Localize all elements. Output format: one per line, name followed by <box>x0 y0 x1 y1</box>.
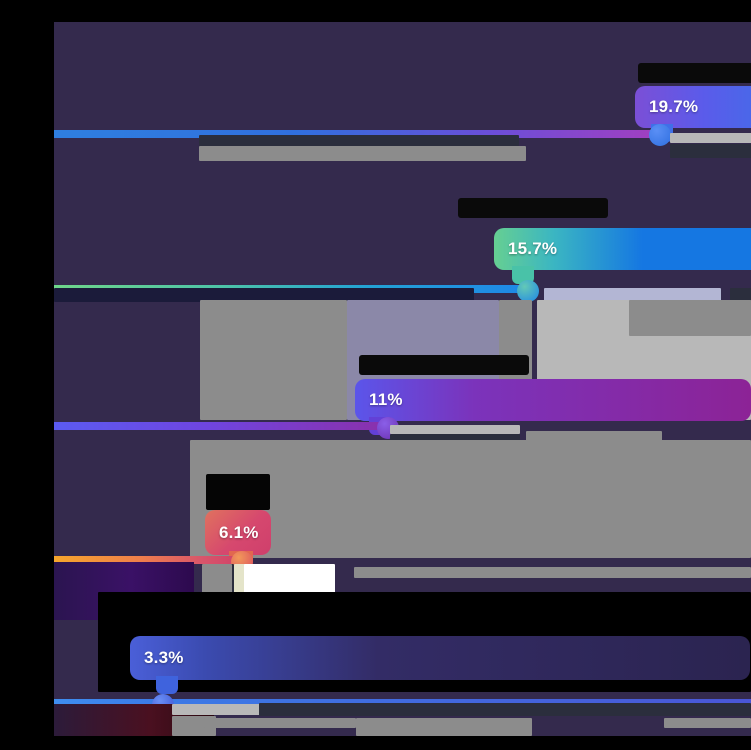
series-5-value-label: 3.3% <box>144 648 184 667</box>
chart-band-series-2: 15.7% <box>54 160 751 302</box>
series-1-value-callout: 19.7% <box>635 86 751 142</box>
series-5-redacted-text-f <box>664 718 751 728</box>
series-5-redacted-text-a <box>172 704 262 715</box>
series-5-redacted-text-e <box>356 718 532 736</box>
series-4-bar <box>54 556 244 564</box>
series-3-annotation <box>359 355 529 375</box>
chart-band-series-3: 11% <box>54 276 751 446</box>
series-3-background-block-a <box>200 300 347 420</box>
series-1-redacted-text-c <box>670 133 751 143</box>
series-2-redacted-text-b <box>544 288 721 302</box>
series-2-redacted-text-c <box>730 288 751 302</box>
series-5-callout-tail <box>156 676 178 694</box>
chart-band-series-4: 6.1% <box>54 414 751 620</box>
series-2-value-label: 15.7% <box>508 239 558 258</box>
series-1-annotation <box>638 63 751 83</box>
series-5-redacted-text-d <box>204 718 356 728</box>
series-1-redacted-text-d <box>670 144 751 158</box>
series-2-point-marker <box>517 280 539 302</box>
series-1-redacted-text-a <box>199 135 519 146</box>
series-4-background-block-a <box>190 440 751 558</box>
chart-band-series-1: 19.7% <box>54 22 751 161</box>
chart-plot-area: 19.7% 15.7% <box>54 22 751 736</box>
series-2-redacted-text-a <box>54 288 474 302</box>
series-3-redacted-text-a <box>390 425 520 434</box>
series-3-value-callout: 11% <box>355 379 751 435</box>
series-3-bar <box>54 422 395 430</box>
series-3-background-block-e <box>629 300 751 336</box>
series-3-value-label: 11% <box>369 390 403 409</box>
series-5-annotation <box>126 614 246 634</box>
series-4-value-label: 6.1% <box>219 522 259 542</box>
series-1-redacted-text-b <box>199 146 526 161</box>
series-1-point-marker <box>649 124 671 146</box>
series-2-value-callout: 15.7% <box>494 228 751 284</box>
chart-band-series-5: 3.3% <box>54 552 751 736</box>
series-4-annotation <box>206 474 270 510</box>
series-4-value-callout: 6.1% <box>205 510 271 567</box>
series-4-redacted-text-e <box>354 567 751 578</box>
series-2-callout-tail <box>512 266 534 284</box>
series-5-point-marker <box>152 694 174 716</box>
series-1-value-label: 19.7% <box>649 97 699 116</box>
series-5-redacted-text-b <box>259 703 751 716</box>
series-1-bar <box>54 130 659 138</box>
series-2-annotation <box>458 198 608 218</box>
series-5-value-callout: 3.3% <box>130 636 750 694</box>
